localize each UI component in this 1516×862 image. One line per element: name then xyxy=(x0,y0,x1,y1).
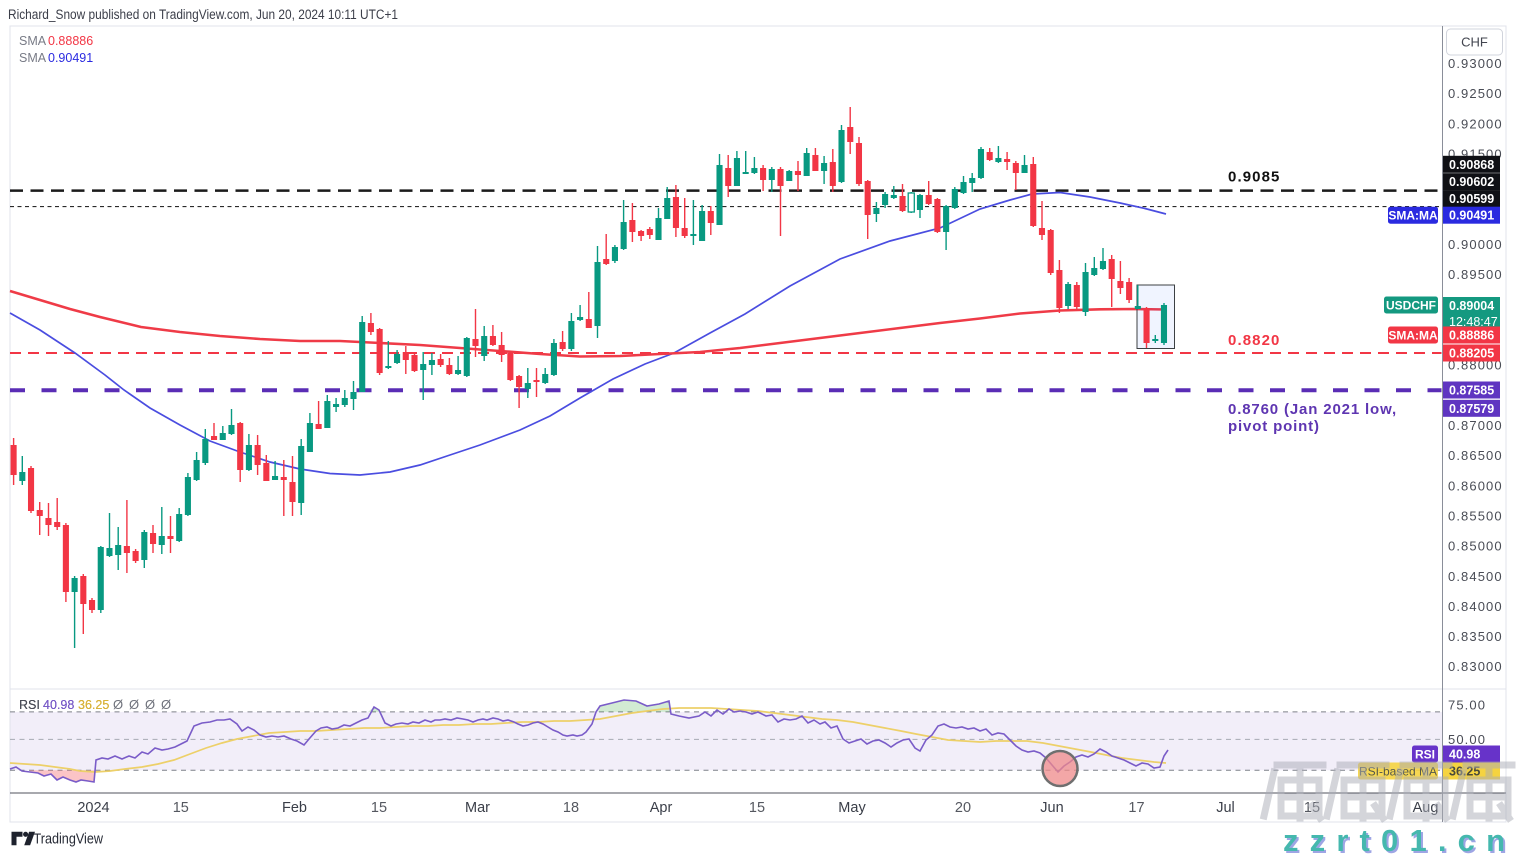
svg-text:0.93000: 0.93000 xyxy=(1448,56,1503,71)
svg-text:75.00: 75.00 xyxy=(1448,697,1486,712)
svg-text:12:48:47: 12:48:47 xyxy=(1449,315,1498,329)
svg-text:0.87000: 0.87000 xyxy=(1448,418,1503,433)
svg-text:TradingView: TradingView xyxy=(34,831,104,848)
svg-text:0.90491: 0.90491 xyxy=(1449,209,1494,223)
svg-text:0.83000: 0.83000 xyxy=(1448,659,1503,674)
svg-text:2024: 2024 xyxy=(77,800,109,816)
svg-text:20: 20 xyxy=(955,800,971,816)
svg-text:RSI: RSI xyxy=(19,698,40,712)
svg-text:36.25: 36.25 xyxy=(78,698,109,712)
svg-text:0.87585: 0.87585 xyxy=(1449,384,1494,398)
svg-text:RSI: RSI xyxy=(19,698,40,712)
svg-text:RSI: RSI xyxy=(1415,748,1435,762)
svg-text:USDCHF: USDCHF xyxy=(1386,299,1436,313)
svg-text:40.98: 40.98 xyxy=(43,698,74,712)
svg-text:0.84000: 0.84000 xyxy=(1448,599,1503,614)
svg-text:Apr: Apr xyxy=(650,800,673,816)
svg-text:40.98: 40.98 xyxy=(43,698,74,712)
svg-text:0.90491: 0.90491 xyxy=(48,51,93,65)
svg-text:0.86500: 0.86500 xyxy=(1448,448,1503,463)
svg-text:15: 15 xyxy=(749,800,765,816)
svg-text:36.25: 36.25 xyxy=(78,698,109,712)
svg-text:0.8820: 0.8820 xyxy=(1228,332,1280,349)
svg-text:Jun: Jun xyxy=(1040,800,1063,816)
svg-text:pivot point): pivot point) xyxy=(1228,418,1320,435)
svg-text:18: 18 xyxy=(563,800,579,816)
svg-text:0.84500: 0.84500 xyxy=(1448,569,1503,584)
svg-text:SMA:MA: SMA:MA xyxy=(1388,329,1438,343)
svg-text:0.87579: 0.87579 xyxy=(1449,402,1494,416)
svg-text:0.90868: 0.90868 xyxy=(1449,158,1494,172)
svg-text:0.92500: 0.92500 xyxy=(1448,86,1503,101)
svg-text:15: 15 xyxy=(371,800,387,816)
svg-text:17: 17 xyxy=(1128,800,1144,816)
svg-text:0.85000: 0.85000 xyxy=(1448,539,1503,554)
svg-text:0.8760 (Jan 2021 low,: 0.8760 (Jan 2021 low, xyxy=(1228,401,1397,418)
svg-text:50.00: 50.00 xyxy=(1448,732,1486,747)
svg-text:Ø: Ø xyxy=(113,697,123,712)
svg-text:CHF: CHF xyxy=(1461,35,1488,50)
svg-text:0.9085: 0.9085 xyxy=(1228,169,1280,186)
svg-text:May: May xyxy=(838,800,866,816)
svg-text:RSI: RSI xyxy=(19,698,40,712)
svg-text:zzrt01.cn: zzrt01.cn xyxy=(1283,823,1505,857)
svg-text:Mar: Mar xyxy=(465,800,490,816)
svg-text:0.85500: 0.85500 xyxy=(1448,508,1503,523)
svg-text:SMA:MA: SMA:MA xyxy=(1388,209,1438,223)
svg-text:0.92000: 0.92000 xyxy=(1448,116,1503,131)
svg-text:zzrt01.cn: zzrt01.cn xyxy=(1285,825,1507,857)
svg-text:0.86000: 0.86000 xyxy=(1448,478,1503,493)
svg-text:SMA: SMA xyxy=(19,34,47,48)
svg-text:Ø: Ø xyxy=(161,697,171,712)
svg-text:0.89004: 0.89004 xyxy=(1449,299,1494,313)
svg-text:Richard_Snow published on Trad: Richard_Snow published on TradingView.co… xyxy=(8,7,398,22)
svg-text:0.88205: 0.88205 xyxy=(1449,347,1494,361)
svg-text:40.98: 40.98 xyxy=(43,698,74,712)
svg-text:0.88886: 0.88886 xyxy=(48,34,93,48)
svg-text:15: 15 xyxy=(173,800,189,816)
svg-text:40.98: 40.98 xyxy=(1449,748,1480,762)
svg-text:SMA: SMA xyxy=(19,51,47,65)
svg-text:0.83500: 0.83500 xyxy=(1448,629,1503,644)
svg-text:Feb: Feb xyxy=(282,800,307,816)
svg-text:Jul: Jul xyxy=(1216,800,1235,816)
svg-text:0.88886: 0.88886 xyxy=(1449,329,1494,343)
svg-text:0.90602: 0.90602 xyxy=(1449,175,1494,189)
svg-text:Ø: Ø xyxy=(145,697,155,712)
svg-text:0.89500: 0.89500 xyxy=(1448,267,1503,282)
svg-text:36.25: 36.25 xyxy=(78,698,109,712)
svg-text:0.90599: 0.90599 xyxy=(1449,192,1494,206)
svg-text:0.90000: 0.90000 xyxy=(1448,237,1503,252)
svg-text:Ø: Ø xyxy=(129,697,139,712)
